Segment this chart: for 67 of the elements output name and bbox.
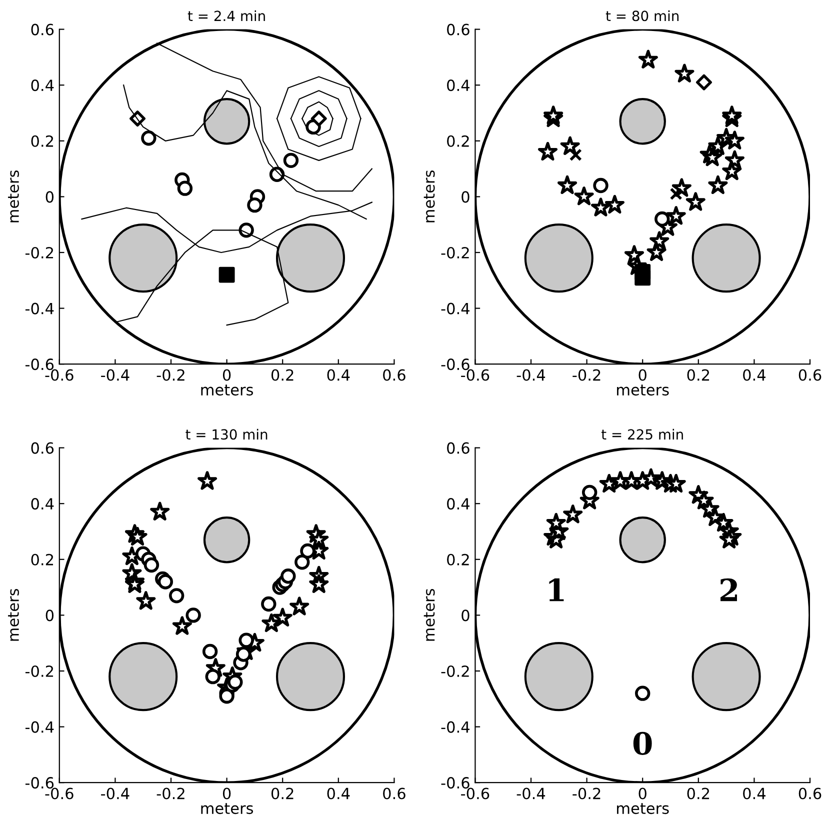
y-tick-label: 0.2	[31, 135, 54, 147]
y-tick-label: -0.4	[25, 302, 54, 314]
chart-title: t = 2.4 min	[188, 10, 265, 21]
chart-title: t = 80 min	[606, 10, 679, 22]
x-tick-label: 0	[222, 369, 231, 381]
x-tick-label: -0.2	[572, 369, 600, 381]
x-tick-label: 0.4	[327, 369, 350, 381]
y-axis-title: meters	[424, 170, 435, 222]
y-tick-label: -0.6	[441, 358, 470, 370]
y-tick-label: 0.6	[447, 24, 470, 36]
x-tick-label: 0	[638, 369, 646, 381]
y-axis-title: meters	[424, 588, 435, 641]
y-axis-title: meters	[8, 588, 19, 641]
y-tick-label: -0.4	[441, 721, 470, 733]
x-tick-label: 0.2	[271, 788, 294, 800]
y-tick-label: 0	[462, 191, 470, 203]
x-tick-label: -0.4	[101, 369, 130, 381]
y-tick-label: 0	[46, 610, 54, 622]
x-tick-label: 0	[222, 788, 231, 800]
y-tick-label: 0	[46, 191, 54, 203]
x-tick-label: 0.6	[383, 788, 406, 800]
annotation: 0	[633, 732, 652, 755]
x-tick-label: -0.4	[101, 788, 130, 800]
y-tick-label: -0.2	[441, 246, 469, 259]
x-tick-label: 0	[638, 788, 646, 800]
y-tick-label: 0.4	[447, 498, 470, 510]
y-tick-label: 0.4	[31, 80, 54, 92]
y-tick-label: -0.2	[441, 665, 469, 678]
x-tick-label: 0.4	[743, 369, 766, 381]
x-axis-title: meters	[617, 803, 669, 814]
x-axis-title: meters	[617, 384, 669, 396]
x-tick-label: 0.2	[687, 369, 710, 381]
annotation: 2	[720, 578, 737, 602]
x-tick-label: 0.6	[798, 788, 822, 800]
y-tick-label: -0.4	[441, 302, 470, 314]
x-tick-label: 0.6	[798, 369, 822, 381]
chart-title: t = 225 min	[601, 428, 683, 440]
x-tick-label: -0.2	[156, 369, 184, 381]
x-tick-label: 0.4	[743, 788, 766, 800]
y-tick-label: 0.6	[31, 442, 54, 454]
y-tick-label: -0.2	[25, 665, 54, 678]
y-tick-label: -0.6	[25, 777, 54, 789]
y-tick-label: 0.2	[447, 554, 469, 566]
x-tick-label: 0.6	[383, 369, 406, 381]
x-tick-label: -0.2	[156, 788, 184, 800]
annotation: 1	[549, 578, 564, 602]
y-tick-label: 0.4	[31, 498, 54, 510]
y-tick-label: -0.2	[25, 246, 54, 259]
x-tick-label: 0.2	[687, 788, 710, 800]
y-tick-label: 0	[462, 610, 470, 622]
y-tick-label: -0.6	[25, 358, 54, 370]
x-axis-title: meters	[201, 384, 254, 396]
y-tick-label: 0.2	[447, 135, 469, 147]
x-tick-label: 0.2	[271, 369, 294, 381]
y-tick-label: 0.6	[447, 442, 470, 454]
y-tick-label: 0.2	[31, 554, 54, 566]
y-axis-title: meters	[8, 170, 19, 222]
y-tick-label: 0.6	[31, 24, 54, 36]
chart-title: t = 130 min	[186, 428, 268, 440]
y-tick-label: -0.6	[441, 777, 470, 789]
x-tick-label: -0.4	[516, 788, 546, 800]
x-tick-label: 0.4	[327, 788, 350, 800]
y-tick-label: -0.4	[25, 721, 54, 733]
x-tick-label: -0.4	[516, 369, 546, 381]
x-axis-title: meters	[201, 803, 254, 814]
x-tick-label: -0.2	[572, 788, 600, 800]
y-tick-label: 0.4	[447, 80, 470, 92]
